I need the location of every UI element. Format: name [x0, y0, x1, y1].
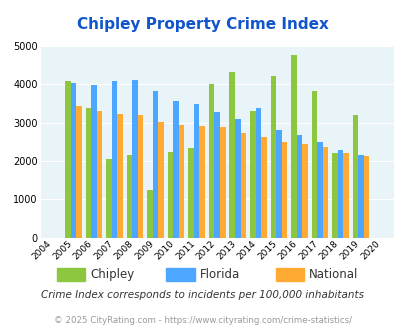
Bar [76, 106, 81, 238]
Bar [199, 126, 205, 238]
Bar [342, 153, 348, 238]
Bar [331, 153, 337, 238]
Text: Florida: Florida [199, 268, 239, 281]
Bar [126, 155, 132, 238]
Bar [363, 156, 369, 238]
Text: Chipley: Chipley [90, 268, 134, 281]
Bar [167, 152, 173, 238]
Bar [96, 111, 102, 238]
Bar [70, 83, 76, 238]
Bar [275, 130, 281, 238]
Bar [296, 135, 301, 238]
Bar [85, 108, 91, 238]
Bar [147, 190, 152, 238]
Bar [91, 85, 96, 238]
Bar [117, 114, 123, 238]
Bar [337, 149, 342, 238]
Bar [311, 91, 316, 238]
Bar [260, 137, 266, 238]
Bar [188, 148, 194, 238]
Text: National: National [309, 268, 358, 281]
Bar [173, 101, 179, 238]
Text: Crime Index corresponds to incidents per 100,000 inhabitants: Crime Index corresponds to incidents per… [41, 290, 364, 300]
Bar [158, 122, 164, 238]
Bar [316, 142, 322, 238]
Bar [352, 115, 357, 238]
Bar [106, 159, 111, 238]
Bar [214, 112, 220, 238]
Bar [220, 127, 225, 238]
Bar [138, 115, 143, 238]
Bar [65, 81, 70, 238]
Bar [179, 125, 184, 238]
Bar [152, 91, 158, 238]
Bar [209, 84, 214, 238]
Text: Chipley Property Crime Index: Chipley Property Crime Index [77, 17, 328, 32]
Bar [240, 133, 245, 238]
Bar [290, 55, 296, 238]
Bar [255, 108, 260, 238]
Bar [270, 76, 275, 238]
Text: © 2025 CityRating.com - https://www.cityrating.com/crime-statistics/: © 2025 CityRating.com - https://www.city… [54, 315, 351, 325]
Bar [357, 155, 363, 238]
Bar [301, 144, 307, 238]
Bar [194, 104, 199, 238]
Bar [111, 82, 117, 238]
Bar [132, 80, 138, 238]
Bar [229, 72, 234, 238]
Bar [322, 147, 327, 238]
Bar [249, 111, 255, 238]
Bar [281, 142, 286, 238]
Bar [234, 118, 240, 238]
